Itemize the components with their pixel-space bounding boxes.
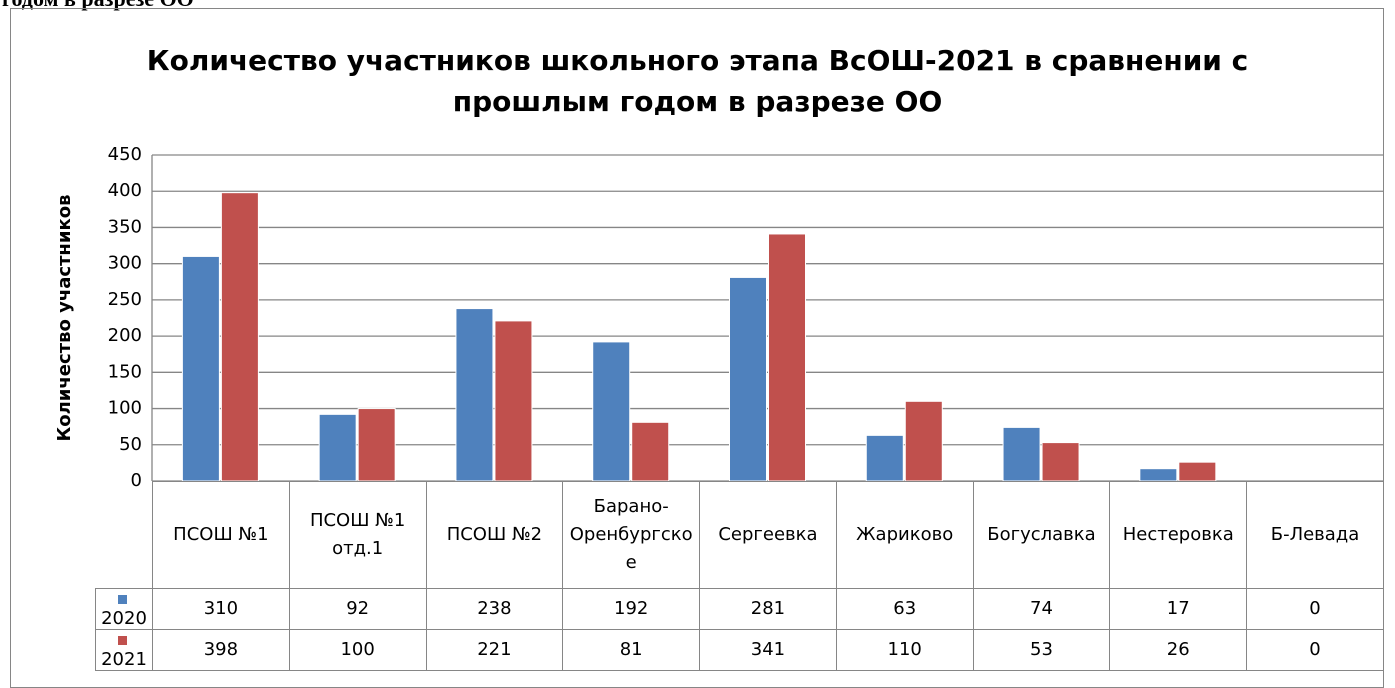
y-tick-label: 250	[108, 289, 142, 310]
bar	[592, 341, 631, 482]
series-row: 2020 310 92 238 192 281 63 74 17 0	[95, 588, 1384, 630]
table-value: 0	[1246, 629, 1384, 671]
y-tick-label: 50	[119, 434, 142, 455]
legend-entry: 2021	[95, 629, 153, 671]
bar	[768, 233, 806, 482]
x-tick-label: Барано-Оренбургское	[562, 481, 701, 589]
corner	[96, 482, 153, 589]
legend-label: 2020	[101, 608, 147, 629]
table-value: 341	[699, 629, 837, 671]
table-value: 221	[425, 629, 564, 671]
x-tick-label: Жариково	[835, 481, 974, 589]
table-value: 26	[1109, 629, 1248, 671]
bar	[865, 434, 904, 482]
legend-label: 2021	[101, 649, 147, 670]
x-tick-label: ПСОШ №1	[152, 481, 290, 589]
table-value: 238	[425, 588, 564, 630]
y-tick-label: 200	[108, 325, 142, 346]
x-tick-label: ПСОШ №2	[425, 481, 564, 589]
y-tick-label: 450	[108, 144, 142, 165]
legend-key	[117, 595, 127, 604]
x-tick-label: Богуславка	[972, 481, 1111, 589]
bar	[494, 320, 533, 482]
table-value: 81	[562, 629, 701, 671]
table-value: 398	[152, 629, 290, 671]
x-tick-label: ПСОШ №1 отд.1	[288, 481, 427, 589]
category-row: ПСОШ №1 ПСОШ №1 отд.1 ПСОШ №2 Барано-Оренбу…	[96, 481, 1384, 589]
x-tick-label: Нестеровка	[1109, 481, 1248, 589]
bar	[455, 308, 494, 482]
table-value: 74	[972, 588, 1111, 630]
bar	[1139, 468, 1178, 482]
bar	[1178, 461, 1217, 482]
y-tick-label: 350	[108, 216, 142, 237]
table-value: 17	[1109, 588, 1248, 630]
bar	[357, 408, 396, 482]
y-tick-label: 400	[108, 180, 142, 201]
table-value: 0	[1246, 588, 1384, 630]
bar	[181, 255, 220, 482]
bar	[631, 421, 670, 482]
chart: Количество участников 0 50 100 150 200 250 300…	[54, 144, 1383, 491]
bar	[220, 192, 259, 482]
table-value: 281	[699, 588, 837, 630]
x-tick-label: Сергеевка	[699, 481, 837, 589]
bar	[1041, 442, 1080, 482]
table-value: 192	[562, 588, 701, 630]
table-value: 310	[152, 588, 290, 630]
bar	[1002, 426, 1041, 482]
table-value: 53	[972, 629, 1111, 671]
y-tick-label: 300	[108, 253, 142, 274]
chart-title: Количество участников школьного этапа Вс…	[146, 44, 1249, 118]
table-value: 63	[835, 588, 974, 630]
data-table: ПСОШ №1 ПСОШ №1 отд.1 ПСОШ №2 Барано-Оренбу…	[95, 481, 1384, 671]
y-tick-label: 0	[131, 470, 142, 491]
legend-key	[117, 636, 127, 645]
y-tick-label: 100	[108, 398, 142, 419]
page-heading: годом в разрезе ОО	[2, 0, 194, 12]
table-value: 100	[288, 629, 427, 671]
y-axis-label: Количество участников	[54, 195, 75, 442]
table-value: 110	[835, 629, 974, 671]
table-value: 92	[288, 588, 427, 630]
bar	[904, 400, 943, 482]
bar	[729, 276, 767, 482]
bar	[318, 413, 357, 482]
y-tick-label: 150	[108, 361, 142, 382]
series-row: 2021 398 100 221 81 341 110 53 26 0	[95, 629, 1384, 671]
x-tick-label: Б-Левада	[1246, 481, 1384, 589]
legend-entry: 2020	[95, 588, 153, 630]
